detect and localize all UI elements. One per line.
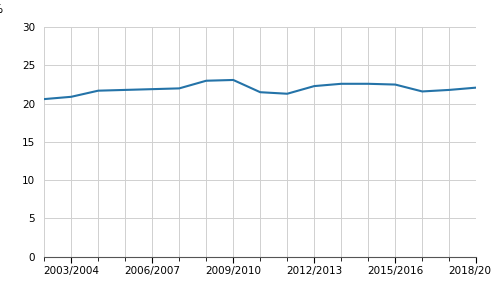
Text: %: % — [0, 3, 2, 16]
